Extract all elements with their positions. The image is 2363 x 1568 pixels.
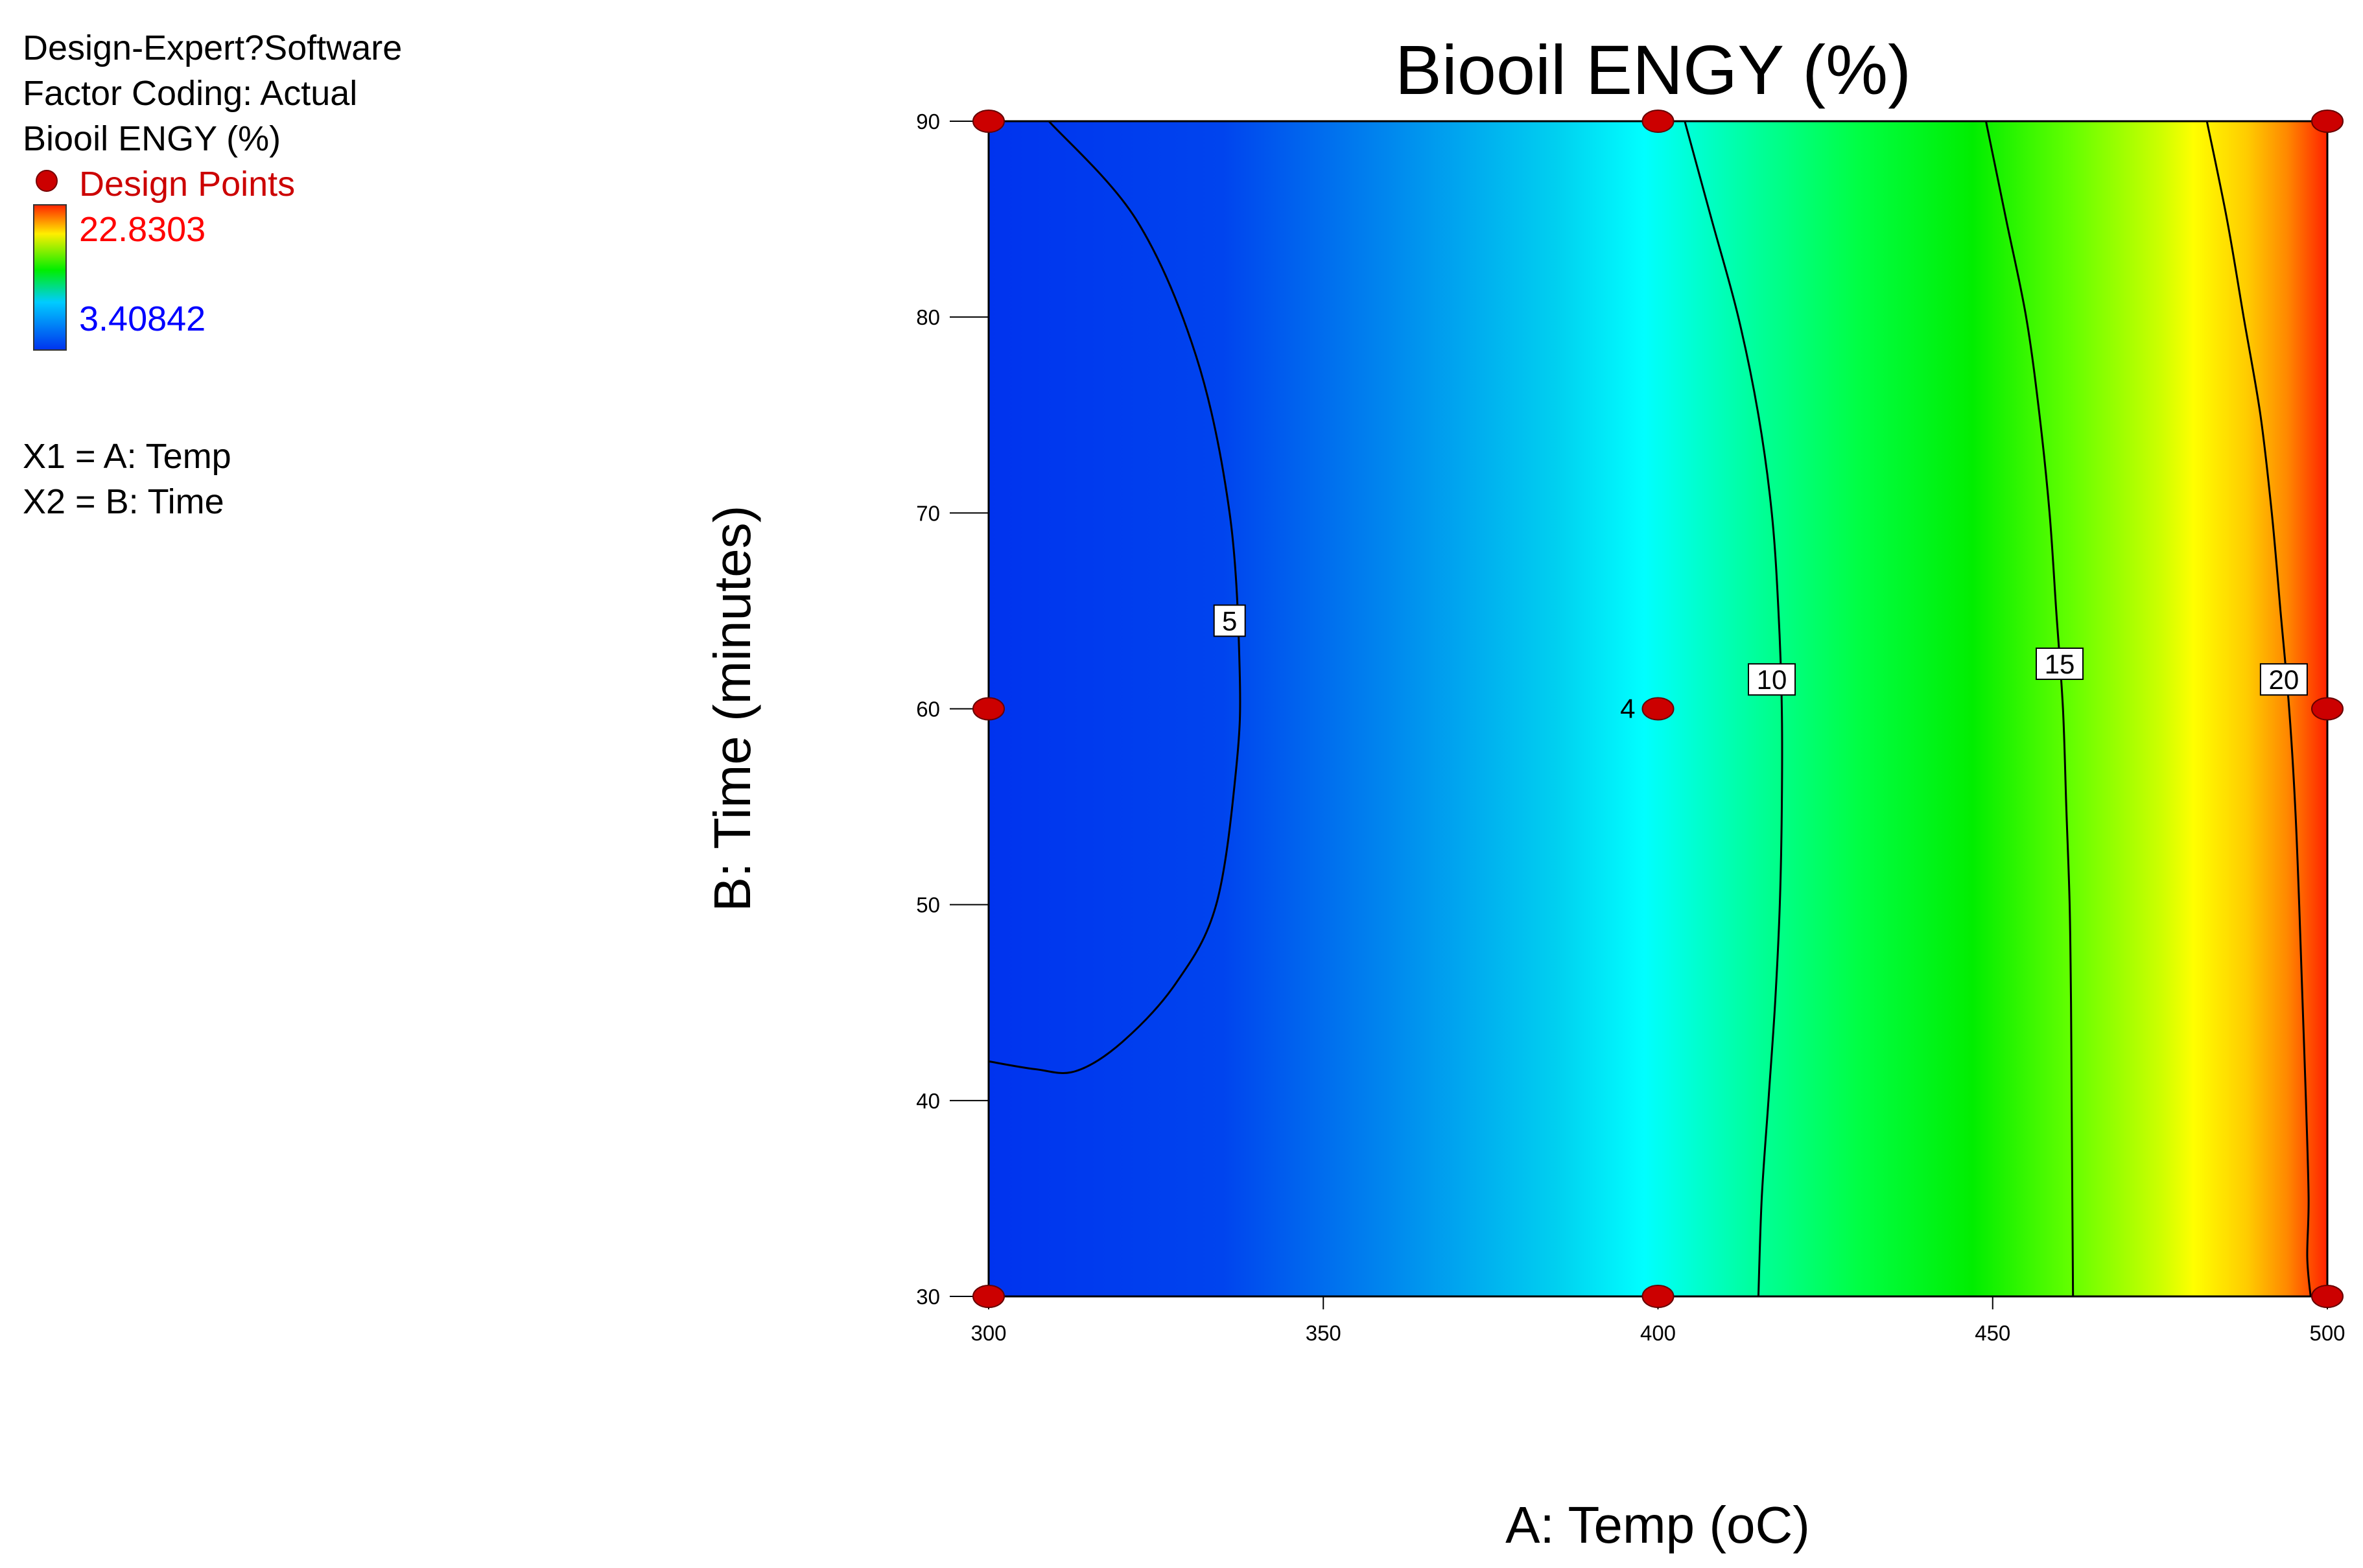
contour-label-box xyxy=(1748,663,1796,696)
design-point xyxy=(1641,110,1675,133)
contour-label-box xyxy=(1213,604,1246,637)
x-tick-label: 300 xyxy=(970,1321,1006,1345)
x-axis: 300 350 400 450 500 xyxy=(970,1296,2345,1345)
contour-label-15: 15 xyxy=(2045,649,2075,679)
design-point xyxy=(972,110,1005,133)
contour-label-box xyxy=(2036,648,2084,681)
contour-label-box xyxy=(2259,663,2308,696)
factor-coding-label: Factor Coding: Actual xyxy=(23,74,357,113)
contour-line-15 xyxy=(1984,121,2075,1297)
contour-lines xyxy=(988,121,2312,1297)
y-tick-label: 50 xyxy=(916,893,940,917)
design-points-marker-icon xyxy=(36,170,58,192)
contour-line-20 xyxy=(2205,121,2312,1297)
x-tick-label: 350 xyxy=(1306,1321,1341,1345)
y-tick-label: 80 xyxy=(916,305,940,329)
x-tick-label: 450 xyxy=(1975,1321,2010,1345)
info-panel: Design-Expert?Software Factor Coding: Ac… xyxy=(23,29,402,521)
design-point xyxy=(2311,697,2344,721)
software-label: Design-Expert?Software xyxy=(23,29,402,67)
design-point xyxy=(972,697,1005,721)
y-tick-label: 60 xyxy=(916,697,940,721)
x-tick-label: 500 xyxy=(2309,1321,2345,1345)
y-tick-label: 40 xyxy=(916,1089,940,1113)
y-axis: 30 40 50 60 70 80 90 xyxy=(916,110,989,1309)
design-point xyxy=(2311,110,2344,133)
y-tick-label: 90 xyxy=(916,110,940,134)
contour-label-10: 10 xyxy=(1757,664,1787,695)
contour-line-5 xyxy=(988,121,1241,1074)
design-point xyxy=(1641,1285,1675,1308)
design-points-legend-label: Design Points xyxy=(79,165,295,204)
chart-title: Biooil ENGY (%) xyxy=(1395,30,1911,109)
design-point xyxy=(972,1285,1005,1308)
color-scale-max-label: 22.8303 xyxy=(79,210,206,249)
response-label: Biooil ENGY (%) xyxy=(23,119,281,158)
design-point xyxy=(2311,1285,2344,1308)
color-scale-bar xyxy=(33,204,67,351)
x2-definition: X2 = B: Time xyxy=(23,482,224,521)
x-axis-title: A: Temp (oC) xyxy=(1505,1496,1810,1554)
x-tick-label: 400 xyxy=(1640,1321,1676,1345)
y-axis-title: B: Time (minutes) xyxy=(703,506,761,912)
contour-line-10 xyxy=(1684,121,1783,1297)
design-point-replicate-label: 4 xyxy=(1620,694,1635,724)
design-point xyxy=(1641,697,1675,721)
contour-label-5: 5 xyxy=(1222,606,1237,637)
x1-definition: X1 = A: Temp xyxy=(23,437,231,476)
design-points: 4 xyxy=(972,110,2344,1308)
y-tick-label: 30 xyxy=(916,1285,940,1309)
contour-label-20: 20 xyxy=(2269,664,2299,695)
color-scale-min-label: 3.40842 xyxy=(79,299,206,338)
contour-labels: 5 10 15 20 xyxy=(1213,604,2308,696)
y-tick-label: 70 xyxy=(916,501,940,525)
